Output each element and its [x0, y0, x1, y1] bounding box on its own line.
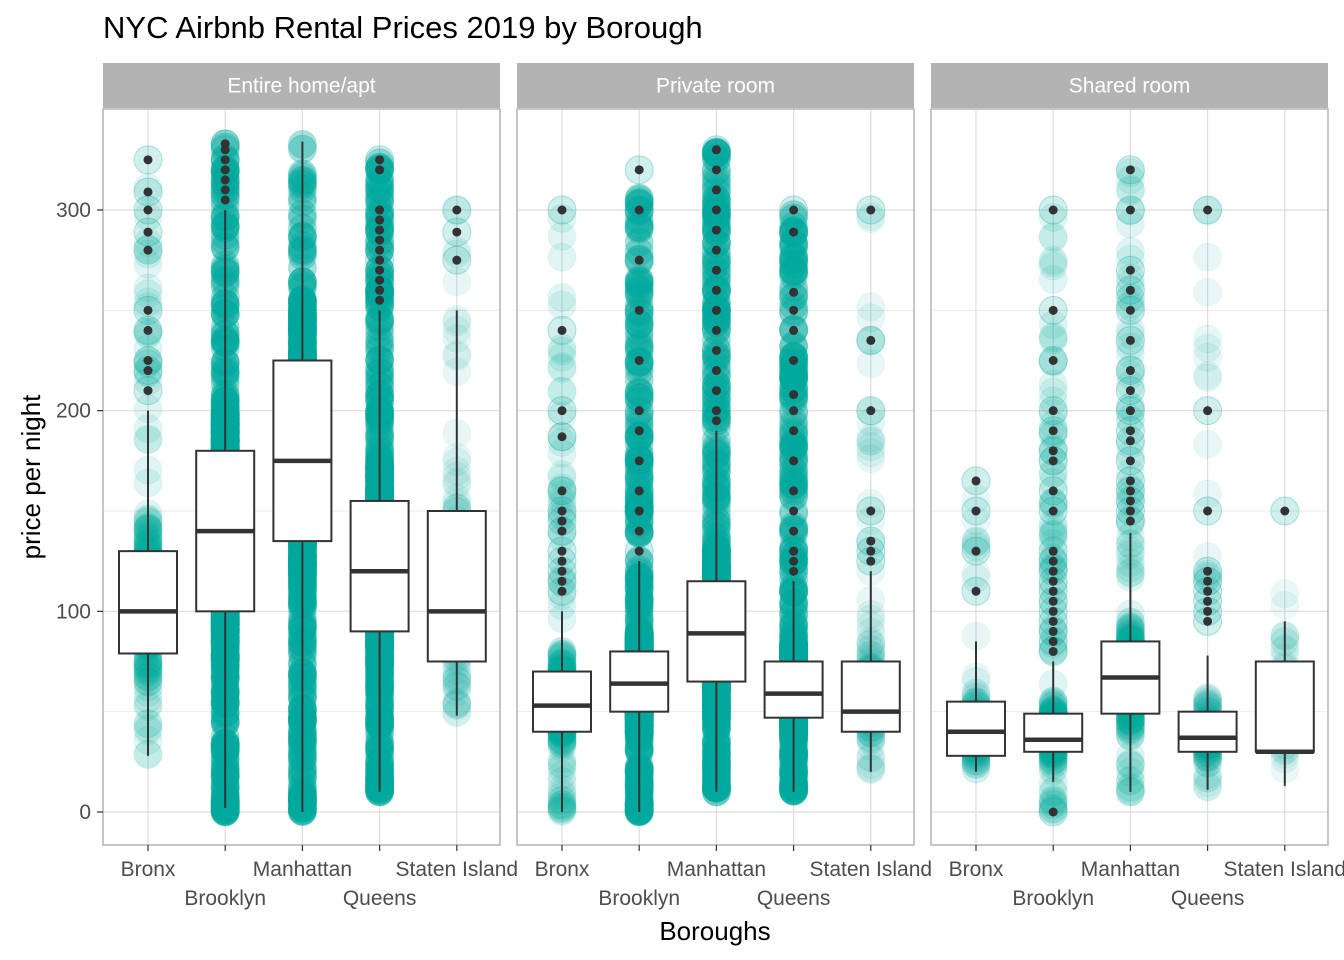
- jitter-point: [133, 273, 163, 303]
- jitter-point: [547, 282, 577, 312]
- jitter-point: [547, 242, 577, 272]
- jitter-point: [133, 287, 163, 317]
- chart-title: NYC Airbnb Rental Prices 2019 by Borough: [103, 10, 703, 45]
